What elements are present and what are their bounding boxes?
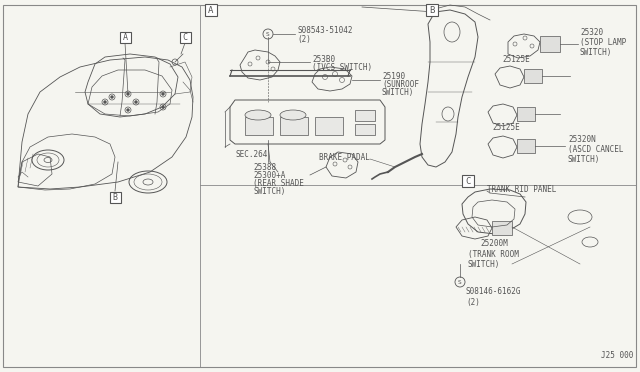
Text: TRANK RID PANEL: TRANK RID PANEL <box>487 185 556 193</box>
Text: SWITCH): SWITCH) <box>468 260 500 269</box>
Circle shape <box>127 109 129 111</box>
Text: (IVCS SWITCH): (IVCS SWITCH) <box>312 62 372 71</box>
Text: B: B <box>113 192 118 202</box>
Text: SWITCH): SWITCH) <box>253 186 285 196</box>
Text: BRAKE PADAL: BRAKE PADAL <box>319 153 370 161</box>
Bar <box>517 107 535 121</box>
Text: C: C <box>182 32 188 42</box>
Text: 25190: 25190 <box>382 71 405 80</box>
Text: (STOP LAMP: (STOP LAMP <box>580 38 627 46</box>
Text: SWITCH): SWITCH) <box>568 154 600 164</box>
Bar <box>315 117 343 135</box>
Ellipse shape <box>245 110 271 120</box>
Bar <box>462 175 474 187</box>
Bar <box>205 4 217 16</box>
Text: 25125E: 25125E <box>502 55 530 64</box>
Text: (REAR SHADE: (REAR SHADE <box>253 179 304 187</box>
Bar <box>109 192 120 202</box>
Text: J25 000: J25 000 <box>600 351 633 360</box>
Text: A: A <box>208 6 214 15</box>
Bar <box>120 32 131 42</box>
Text: A: A <box>122 32 127 42</box>
Text: 25300+A: 25300+A <box>253 170 285 180</box>
Bar <box>426 4 438 16</box>
Text: S08146-6162G: S08146-6162G <box>466 288 522 296</box>
Text: 253B0: 253B0 <box>312 55 335 64</box>
Text: B: B <box>429 6 435 15</box>
Text: (2): (2) <box>297 35 311 44</box>
Text: SWITCH): SWITCH) <box>382 87 414 96</box>
Text: 25125E: 25125E <box>492 122 520 131</box>
Circle shape <box>111 96 113 98</box>
Text: 25320: 25320 <box>580 28 603 36</box>
Text: C: C <box>465 176 470 186</box>
Text: 25388: 25388 <box>253 163 276 171</box>
Ellipse shape <box>280 110 306 120</box>
Bar <box>355 124 375 135</box>
Text: (TRANK ROOM: (TRANK ROOM <box>468 250 519 259</box>
Text: S: S <box>266 32 270 36</box>
Bar <box>524 69 542 83</box>
Bar <box>492 221 512 235</box>
Bar <box>280 117 308 135</box>
Circle shape <box>104 101 106 103</box>
Circle shape <box>135 101 137 103</box>
Text: SEC.264: SEC.264 <box>235 150 268 159</box>
Text: S: S <box>458 279 462 285</box>
Bar <box>355 110 375 121</box>
Bar <box>540 36 560 52</box>
Bar <box>179 32 191 42</box>
Bar <box>245 117 273 135</box>
Text: (SUNROOF: (SUNROOF <box>382 80 419 89</box>
Circle shape <box>162 106 164 108</box>
Text: SWITCH): SWITCH) <box>580 48 612 57</box>
Circle shape <box>127 93 129 95</box>
Circle shape <box>162 93 164 95</box>
Text: (2): (2) <box>466 298 480 307</box>
Text: 25320N: 25320N <box>568 135 596 144</box>
Bar <box>517 139 535 153</box>
Text: S08543-51042: S08543-51042 <box>297 26 353 35</box>
Text: 25200M: 25200M <box>480 240 508 248</box>
Text: (ASCD CANCEL: (ASCD CANCEL <box>568 144 623 154</box>
